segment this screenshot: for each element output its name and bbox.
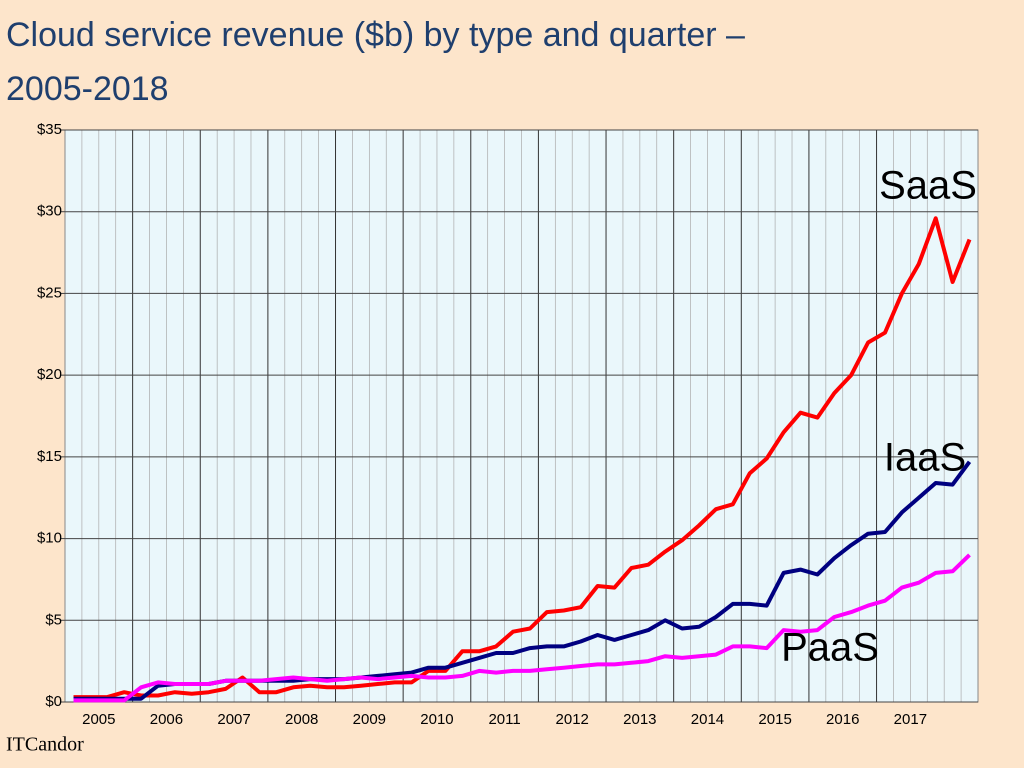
x-tick-label: 2014 <box>691 711 724 728</box>
y-tick-label: $0 <box>45 693 62 710</box>
y-tick-label: $20 <box>37 366 62 383</box>
y-tick-label: $5 <box>45 611 62 628</box>
series-label: SaaS <box>879 164 977 208</box>
y-tick-label: $10 <box>37 530 62 547</box>
y-tick-label: $25 <box>37 284 62 301</box>
y-tick-label: $15 <box>37 448 62 465</box>
x-tick-label: 2005 <box>82 711 115 728</box>
series-label: IaaS <box>884 436 966 480</box>
y-tick-label: $35 <box>37 121 62 138</box>
chart-title-line: Cloud service revenue ($b) by type and q… <box>6 16 745 54</box>
x-tick-label: 2010 <box>420 711 453 728</box>
x-tick-label: 2012 <box>556 711 589 728</box>
x-tick-label: 2008 <box>285 711 318 728</box>
series-line <box>73 553 971 703</box>
series-line <box>73 216 972 700</box>
x-tick-label: 2009 <box>353 711 386 728</box>
chart-title-line: 2005-2018 <box>6 70 169 108</box>
x-tick-label: 2007 <box>217 711 250 728</box>
series-label: PaaS <box>781 626 879 670</box>
x-tick-label: 2017 <box>894 711 927 728</box>
x-tick-label: 2011 <box>488 711 520 728</box>
x-tick-label: 2006 <box>150 711 183 728</box>
x-tick-label: 2013 <box>623 711 656 728</box>
y-tick-label: $30 <box>37 203 62 220</box>
x-tick-label: 2016 <box>826 711 859 728</box>
x-tick-label: 2015 <box>758 711 791 728</box>
source-logo: ITCandor <box>6 734 84 756</box>
